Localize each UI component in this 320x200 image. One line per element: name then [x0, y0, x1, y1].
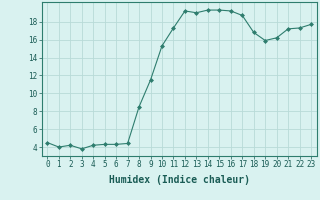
X-axis label: Humidex (Indice chaleur): Humidex (Indice chaleur)	[109, 175, 250, 185]
